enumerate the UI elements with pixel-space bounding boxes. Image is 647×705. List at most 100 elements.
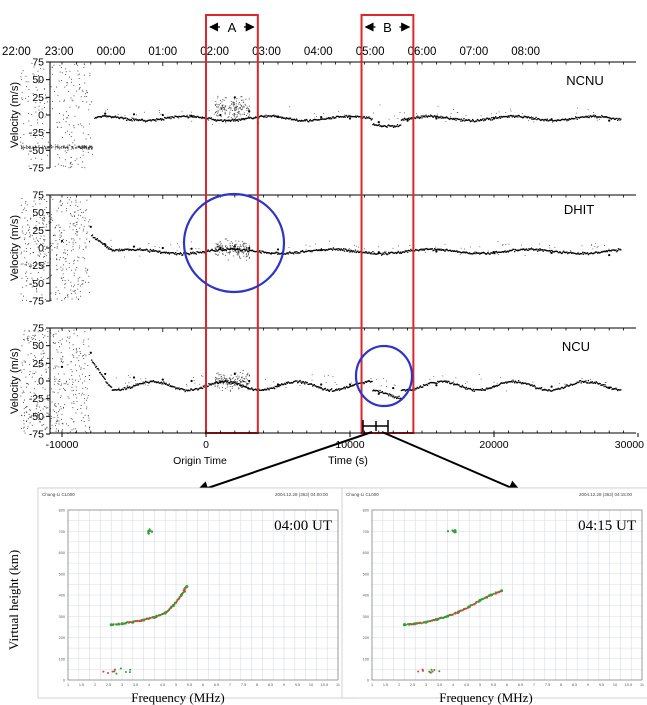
ionogram-y-tick: 400: [363, 594, 369, 598]
ionogram-x-tick: 7.5: [545, 683, 550, 687]
time-axis: -10000 0 10000 20000 30000: [46, 430, 644, 451]
trace-point: [377, 392, 380, 395]
ionogram-x-tick: 11: [336, 683, 340, 687]
ionogram-y-tick: 200: [363, 636, 369, 640]
trace-point: [435, 117, 438, 120]
ionogram-trace: [402, 529, 504, 674]
trace-point: [104, 243, 107, 246]
noise-scatter: [20, 329, 607, 434]
ionogram-x-tick: 6: [202, 683, 204, 687]
ionogram-x-tick: 2: [94, 683, 96, 687]
ionogram-y-tick: 0: [63, 679, 65, 683]
trace-point: [248, 110, 251, 113]
ionogram-x-tick: 4.5: [160, 683, 165, 687]
y-tick-label: -75: [29, 296, 44, 308]
ionogram-y-tick: 800: [59, 509, 65, 513]
ionogram-header-left: Chung-Li CL000: [42, 492, 75, 497]
ionogram-x-tick: 4: [452, 683, 454, 687]
trace-anchor-points: [60, 351, 611, 395]
ionogram-x-tick: 8: [560, 683, 562, 687]
ionogram-x-tick: 5: [175, 683, 177, 687]
y-tick-label: 0: [38, 376, 44, 388]
ionogram-point: [109, 623, 113, 627]
interval-box: [205, 14, 259, 434]
ionogram-y-tick: 500: [363, 572, 369, 576]
trace-point: [320, 249, 323, 252]
ionogram-x-tick: 10.5: [321, 683, 328, 687]
trace-point: [233, 372, 236, 376]
ionogram-left: Chung-Li CL000 2004.12.28 (363) 04:00:00 0…: [37, 487, 357, 699]
ionogram-left-xlabel: Frequency (MHz): [131, 690, 225, 705]
ut-label: 03:00: [252, 46, 281, 58]
y-tick-label: 75: [32, 323, 44, 335]
panel-ylabel: Velocity (m/s): [9, 215, 21, 281]
ionogram-point: [413, 622, 417, 626]
ionogram-x-tick: 3: [121, 683, 123, 687]
y-tick-label: 50: [32, 340, 44, 352]
ionogram-point: [500, 589, 504, 593]
ut-label: UT 22:00: [0, 46, 31, 58]
ionogram-point: [131, 620, 135, 624]
ionogram-y-tick: 100: [59, 657, 65, 661]
ionogram-y-tick: 700: [363, 530, 369, 534]
ionogram-point: [402, 623, 406, 627]
ionogram-x-tick: 5.5: [187, 683, 192, 687]
ionogram-y-tick: 800: [363, 509, 369, 513]
trace-point: [406, 119, 409, 122]
panel-name: NCU: [562, 339, 590, 354]
trace-point: [320, 383, 323, 386]
trace-point: [608, 253, 611, 257]
trace-point: [60, 365, 64, 368]
panel-name: DHIT: [564, 202, 594, 217]
y-tick-label: -25: [29, 260, 44, 272]
ionogram-point: [424, 620, 428, 624]
panel-ylabel: Velocity (m/s): [9, 82, 21, 148]
velocity-panels: 75 50 25 0 -25 -50 -75 Velocity (m/s) NCNU 75 50 25…: [9, 57, 636, 441]
ionogram-x-tick: 2: [398, 683, 400, 687]
ionogram-plot-border: [67, 509, 339, 681]
trace-point: [550, 118, 553, 121]
trace-point: [492, 385, 496, 388]
ionogram-frame: [37, 487, 357, 699]
trace-point: [608, 119, 611, 122]
trace-point: [550, 385, 553, 388]
ionogram-x-tick: 10.5: [625, 683, 632, 687]
ionogram-point: [142, 618, 146, 622]
velocity-panel-ncnu: 75 50 25 0 -25 -50 -75 Velocity (m/s) NCNU: [9, 57, 636, 175]
x-tick-label: 20000: [479, 439, 508, 451]
ionogram-right-xlabel: Frequency (MHz): [439, 690, 533, 705]
ionogram-y-tick: 700: [59, 530, 65, 534]
ionogram-y-tick: 300: [363, 615, 369, 619]
ionogram-x-tick: 10: [309, 683, 313, 687]
ionogram-y-tick: 500: [59, 572, 65, 576]
ionogram-x-tick: 11: [640, 683, 644, 687]
ionogram-x-tick: 6: [506, 683, 508, 687]
ionogram-x-tick: 1.5: [79, 683, 84, 687]
ionogram-x-tick: 3.5: [437, 683, 442, 687]
trace-point: [219, 113, 222, 117]
ionogram-time-label: 04:15 UT: [578, 518, 636, 534]
ionogram-plot-border: [371, 509, 643, 681]
trace-point: [492, 251, 496, 254]
ut-label: 04:00: [304, 46, 333, 58]
trace-point: [132, 245, 136, 248]
ionogram-x-tick: 2.5: [106, 683, 111, 687]
ionogram-y-tick: 100: [363, 657, 369, 661]
ut-label: 23:00: [45, 46, 74, 58]
trace-anchor-points: [60, 225, 611, 257]
trace-point: [219, 246, 222, 250]
y-tick-label: 75: [32, 190, 44, 202]
trace-point: [276, 115, 280, 118]
ionogram-x-tick: 5.5: [491, 683, 496, 687]
ionogram-point: [152, 615, 156, 619]
panel-name: NCNU: [566, 73, 604, 88]
bracket-mark: [362, 420, 389, 432]
ionogram-frame: [341, 487, 647, 699]
ionogram-header-right: 2004.12.28 (363) 04:00:00: [275, 492, 329, 497]
ionogram-header-left: Chung-Li CL000: [346, 492, 379, 497]
ionogram-time-label: 04:00 UT: [274, 518, 332, 534]
ionogram-x-tick: 6.5: [214, 683, 219, 687]
interval-b: B: [360, 14, 415, 434]
trace-point: [348, 117, 352, 120]
